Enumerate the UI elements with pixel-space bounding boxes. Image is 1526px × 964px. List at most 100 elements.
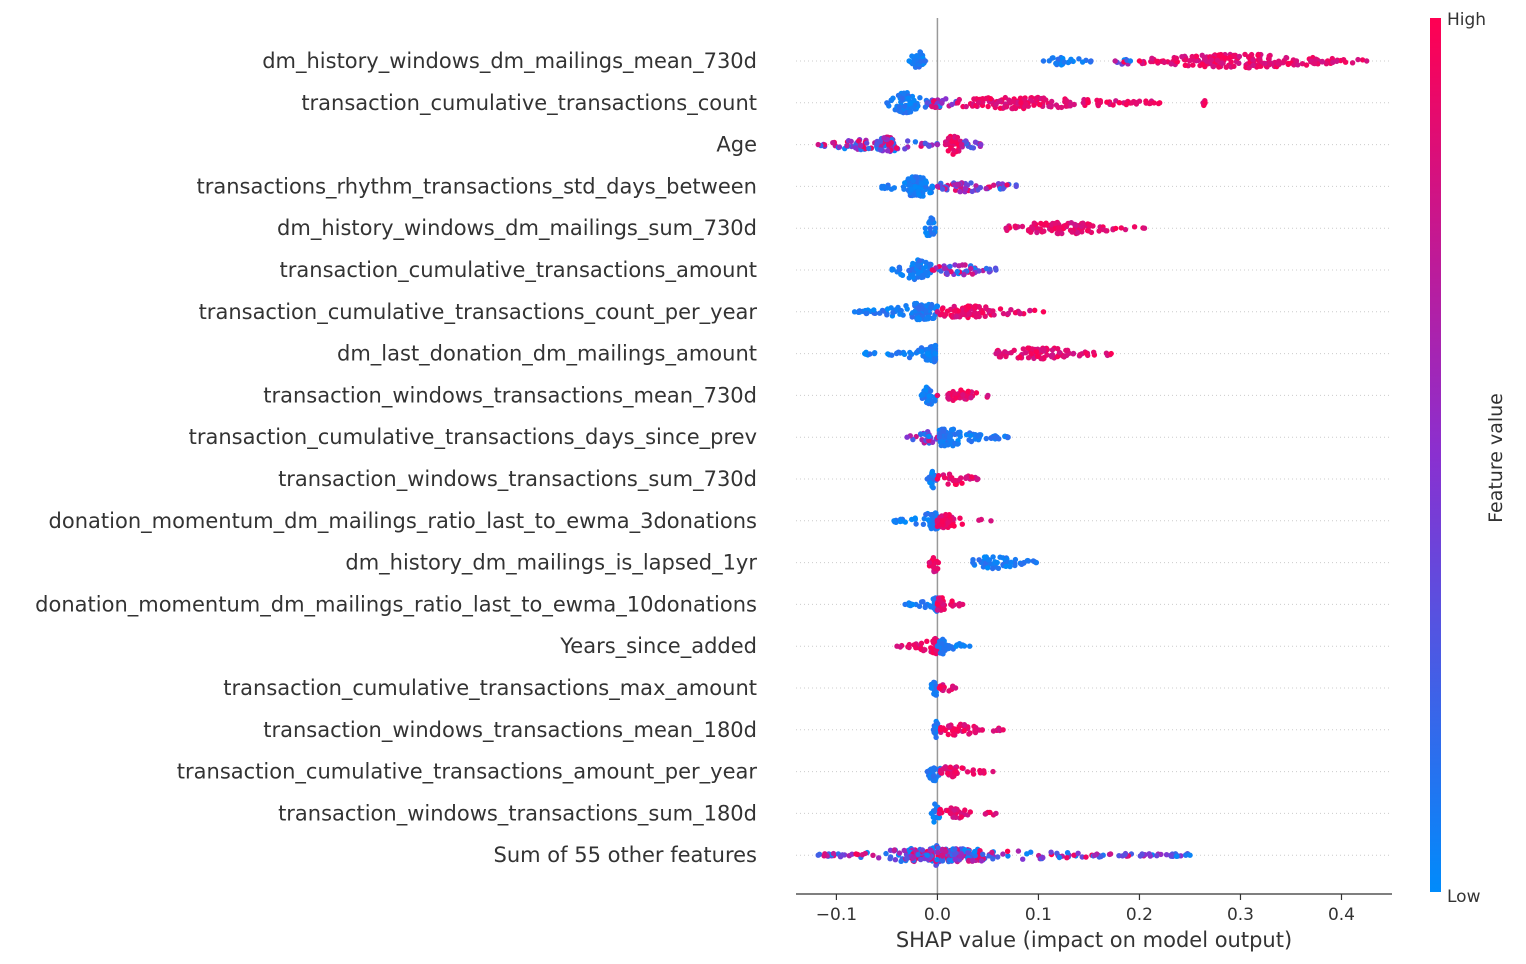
shap-point	[830, 850, 837, 857]
shap-point	[934, 303, 940, 309]
shap-point	[1052, 220, 1059, 227]
shap-point	[912, 300, 918, 307]
feature-row-points	[928, 679, 959, 698]
shap-point	[972, 305, 978, 312]
shap-point	[920, 265, 927, 271]
shap-point	[907, 109, 913, 115]
shap-point	[1034, 229, 1040, 236]
shap-point	[927, 190, 933, 196]
shap-point	[1071, 852, 1077, 858]
shap-point	[954, 181, 960, 188]
shap-point	[945, 519, 951, 526]
shap-point	[1086, 223, 1093, 230]
shap-point	[975, 100, 982, 106]
shap-point	[1055, 56, 1061, 62]
shap-point	[1275, 61, 1282, 67]
shap-point	[1242, 51, 1248, 58]
shap-point	[1355, 56, 1361, 63]
shap-point	[942, 727, 948, 733]
shap-point	[1216, 64, 1222, 70]
shap-point	[1193, 53, 1200, 59]
shap-point	[1061, 354, 1067, 360]
shap-point	[985, 557, 991, 563]
shap-point	[982, 811, 988, 817]
shap-point	[959, 521, 965, 527]
feature-labels: dm_history_windows_dm_mailings_mean_730d…	[35, 49, 757, 867]
shap-point	[1136, 98, 1143, 104]
shap-point	[1303, 62, 1310, 68]
shap-point	[1040, 309, 1047, 315]
shap-point	[1168, 852, 1174, 858]
shap-point	[1219, 60, 1225, 67]
shap-point	[884, 312, 890, 318]
feature-row-points	[924, 764, 996, 784]
shap-point	[985, 392, 991, 399]
shap-point	[939, 858, 946, 864]
shap-point	[902, 601, 908, 608]
shap-point	[1079, 59, 1086, 65]
shap-point	[1049, 347, 1056, 353]
shap-point	[830, 140, 836, 146]
x-axis-title: SHAP value (impact on model output)	[896, 928, 1292, 952]
shap-point	[1028, 229, 1034, 235]
shap-point	[904, 855, 910, 861]
shap-point	[1076, 56, 1082, 62]
x-tick-label: 0.2	[1126, 905, 1153, 925]
shap-point	[990, 308, 996, 314]
shap-point	[893, 350, 900, 357]
shap-point	[1330, 59, 1336, 66]
shap-point	[1037, 102, 1043, 108]
shap-point	[928, 810, 935, 817]
shap-point	[870, 852, 876, 858]
shap-point	[915, 305, 921, 311]
shap-point	[946, 434, 953, 440]
shap-points	[815, 49, 1370, 868]
shap-point	[1173, 853, 1180, 859]
shap-point	[926, 393, 932, 399]
shap-point	[1113, 225, 1119, 232]
shap-point	[1049, 227, 1055, 234]
shap-point	[924, 768, 930, 775]
shap-point	[928, 604, 934, 610]
shap-point	[983, 265, 990, 272]
shap-point	[979, 727, 985, 733]
shap-point	[849, 851, 855, 857]
shap-point	[1054, 850, 1060, 856]
shap-point	[872, 350, 878, 356]
shap-point	[928, 645, 934, 651]
shap-point	[917, 95, 923, 101]
shap-point	[1116, 100, 1123, 106]
shap-point	[947, 810, 954, 817]
shap-point	[951, 851, 958, 858]
shap-point	[1055, 225, 1062, 231]
shap-point	[892, 857, 899, 863]
shap-point	[954, 441, 961, 447]
shap-point	[924, 350, 930, 357]
shap-point	[922, 647, 928, 653]
shap-point	[1040, 855, 1046, 861]
feature-label: dm_last_donation_dm_mailings_amount	[337, 342, 757, 367]
shap-point	[934, 309, 941, 315]
shap-point	[928, 304, 934, 310]
shap-point	[913, 521, 919, 527]
shap-point	[939, 852, 946, 858]
x-tick-label: 0.0	[924, 905, 951, 925]
feature-row-points	[902, 595, 966, 614]
colorbar-title: Feature value	[1485, 393, 1507, 523]
shap-point	[848, 138, 854, 145]
shap-point	[939, 518, 945, 525]
shap-point	[1012, 105, 1019, 112]
shap-point	[925, 357, 931, 363]
shap-point	[1129, 100, 1135, 106]
shap-point	[851, 309, 858, 315]
shap-point	[924, 346, 931, 353]
shap-point	[959, 262, 966, 268]
shap-point	[943, 765, 949, 772]
shap-point	[919, 181, 925, 187]
shap-point	[1003, 104, 1010, 110]
shap-point	[877, 147, 883, 153]
shap-point	[914, 262, 921, 269]
shap-point	[1131, 224, 1138, 230]
shap-point	[950, 814, 956, 820]
